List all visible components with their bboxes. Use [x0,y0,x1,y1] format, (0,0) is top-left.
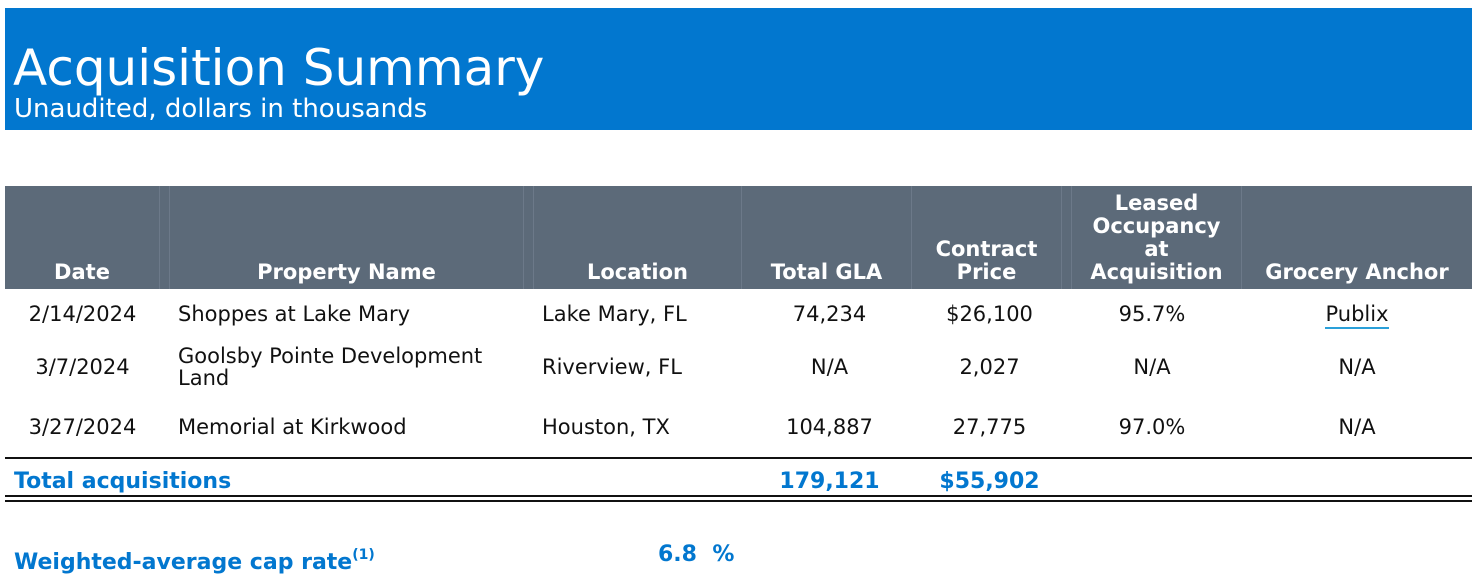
title-banner: Acquisition Summary Unaudited, dollars i… [5,8,1472,130]
column-header-spacer [524,186,534,289]
cap-rate-unit: % [712,542,735,567]
total-contract-price: $55,902 [939,469,1040,494]
column-header-total-gla: Total GLA [742,186,912,289]
row-grocery-anchor: N/A [1338,415,1376,439]
row-location: Riverview, FL [542,355,682,379]
row-grocery-anchor[interactable]: Publix [1242,302,1472,329]
row-occupancy: 97.0% [1118,415,1186,439]
total-double-rule-bottom [5,500,1472,502]
total-top-rule [5,457,1472,459]
row-date: 3/27/2024 [28,415,137,439]
publix-link[interactable]: Publix [1325,302,1389,329]
total-gla: 179,121 [779,469,880,494]
row-total-gla: 74,234 [792,302,867,326]
footnote-marker: (1) [352,547,375,563]
total-label: Total acquisitions [14,469,232,494]
column-header-contract-price: Contract Price [912,186,1062,289]
row-property-name: Goolsby Pointe Development [178,344,483,368]
row-date: 3/7/2024 [35,355,130,379]
table-header: Date Property Name Location Total GLA Co… [5,186,1472,289]
row-total-gla: N/A [810,355,849,379]
row-property-name-continued: Land [178,366,230,390]
row-contract-price: $26,100 [946,302,1033,326]
cap-rate-value: 6.8 % [658,542,735,567]
row-occupancy: 95.7% [1118,302,1186,326]
row-grocery-anchor: N/A [1338,355,1376,379]
row-location: Lake Mary, FL [542,302,687,326]
page-title: Acquisition Summary [13,39,545,97]
cap-rate-label: Weighted-average cap rate(1) [14,547,375,575]
row-total-gla: 104,887 [786,415,873,439]
row-contract-price: 27,775 [952,415,1027,439]
column-header-spacer [160,186,170,289]
page-subtitle: Unaudited, dollars in thousands [14,94,428,124]
row-property-name: Shoppes at Lake Mary [178,302,411,326]
column-header-leased-occupancy: Leased Occupancy at Acquisition [1072,186,1242,289]
column-header-location: Location [534,186,742,289]
row-property-name: Memorial at Kirkwood [178,415,407,439]
total-double-rule-top [5,495,1472,497]
column-header-grocery-anchor: Grocery Anchor [1265,260,1449,284]
row-contract-price: 2,027 [959,355,1020,379]
column-header-spacer [1062,186,1072,289]
row-occupancy: N/A [1133,355,1171,379]
row-date: 2/14/2024 [28,302,137,326]
column-header-property: Property Name [170,186,524,289]
row-location: Houston, TX [542,415,670,439]
column-header-date: Date [5,186,160,289]
